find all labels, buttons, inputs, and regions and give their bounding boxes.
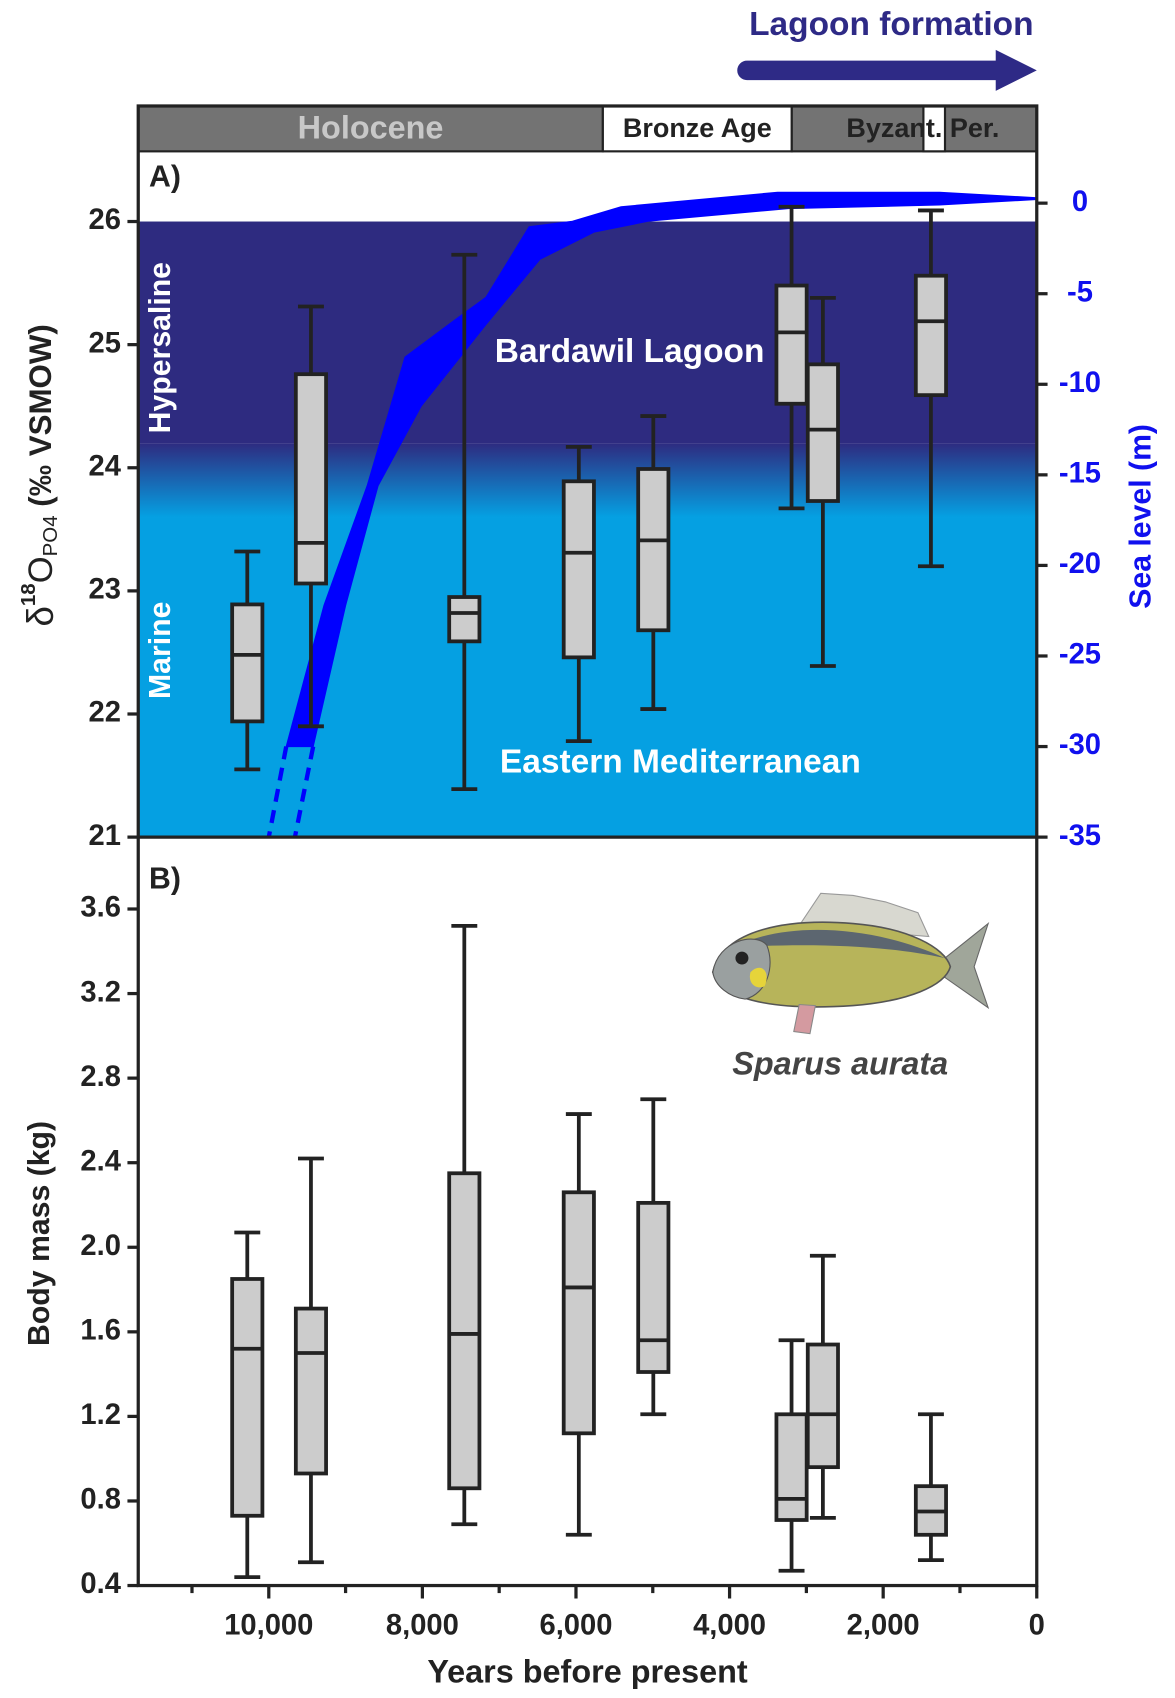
y-tick-label: 26 [89, 204, 121, 236]
y2-axis-title: Sea level (m) [1125, 424, 1158, 609]
x-tick-label: 6,000 [540, 1609, 613, 1641]
x-tick-label: 4,000 [693, 1609, 766, 1641]
y2-tick-label: -30 [1059, 729, 1101, 761]
box [296, 1309, 326, 1474]
panel-label: B) [149, 862, 181, 895]
y-tick-label: 2.4 [80, 1145, 121, 1177]
box [296, 374, 326, 583]
y2-tick-label: -25 [1059, 639, 1101, 671]
y-tick-label: 22 [89, 697, 121, 729]
x-tick-label: 0 [1029, 1609, 1045, 1641]
box [638, 469, 668, 630]
y-tick-label: 0.4 [80, 1568, 121, 1600]
y-tick-label: 1.6 [80, 1315, 121, 1347]
x-axis-title: Years before present [427, 1654, 748, 1690]
box [808, 1345, 838, 1468]
annotation: Eastern Mediterranean [500, 744, 861, 781]
y-axis-title-part: 18 [18, 583, 41, 606]
x-tick-label: 8,000 [386, 1609, 459, 1641]
y2-tick-label: -20 [1059, 548, 1101, 580]
y-tick-label: 0.8 [80, 1484, 121, 1516]
box [776, 286, 806, 404]
species-label: Sparus aurata [732, 1046, 948, 1082]
y2-tick-label: -10 [1059, 367, 1101, 399]
period-label: Byzant. Per. [846, 113, 999, 143]
box [808, 364, 838, 501]
x-tick-label: 10,000 [224, 1609, 313, 1641]
zone-label: Hypersaline [144, 262, 177, 433]
y-axis-title-part: O [22, 556, 60, 583]
panel-label: A) [149, 160, 181, 193]
y2-tick-label: -15 [1059, 458, 1101, 490]
y-tick-label: 3.2 [80, 976, 121, 1008]
y2-tick-label: -5 [1067, 276, 1093, 308]
box [916, 276, 946, 395]
y-axis-title: Body mass (kg) [23, 1121, 56, 1346]
fish-eye [735, 952, 748, 965]
y-axis-title-part: (‰ VSMOW) [23, 324, 58, 515]
y2-tick-label: -35 [1059, 820, 1101, 852]
box [638, 1203, 668, 1372]
arrow-label: Lagoon formation [749, 6, 1033, 43]
figure: Hypersaline Marine Bardawil Lagoon Eastern … [0, 0, 1175, 1698]
y-tick-label: 25 [89, 327, 121, 359]
box [449, 1173, 479, 1488]
box [564, 1192, 594, 1433]
period-label: Bronze Age [623, 113, 772, 143]
box [232, 1279, 262, 1516]
y-axis-title-part: δ [20, 606, 61, 626]
y-tick-label: 3.6 [80, 892, 121, 924]
box [776, 1414, 806, 1520]
y2-tick-label: 0 [1072, 186, 1088, 218]
y-tick-label: 2.8 [80, 1061, 121, 1093]
period-label: Holocene [298, 109, 444, 145]
box [449, 597, 479, 641]
x-tick-label: 2,000 [847, 1609, 920, 1641]
y-tick-label: 2.0 [80, 1230, 121, 1262]
box [232, 604, 262, 721]
zone-label: Marine [144, 602, 177, 699]
y-axis-title-part: PO4 [39, 515, 62, 556]
annotation: Bardawil Lagoon [495, 333, 765, 370]
y-tick-label: 1.2 [80, 1399, 121, 1431]
y-tick-label: 23 [89, 574, 121, 606]
y-tick-label: 24 [89, 450, 122, 482]
y-axis-title: δ18OPO4 (‰ VSMOW) [18, 324, 63, 626]
box [564, 481, 594, 657]
y-tick-label: 21 [89, 820, 121, 852]
